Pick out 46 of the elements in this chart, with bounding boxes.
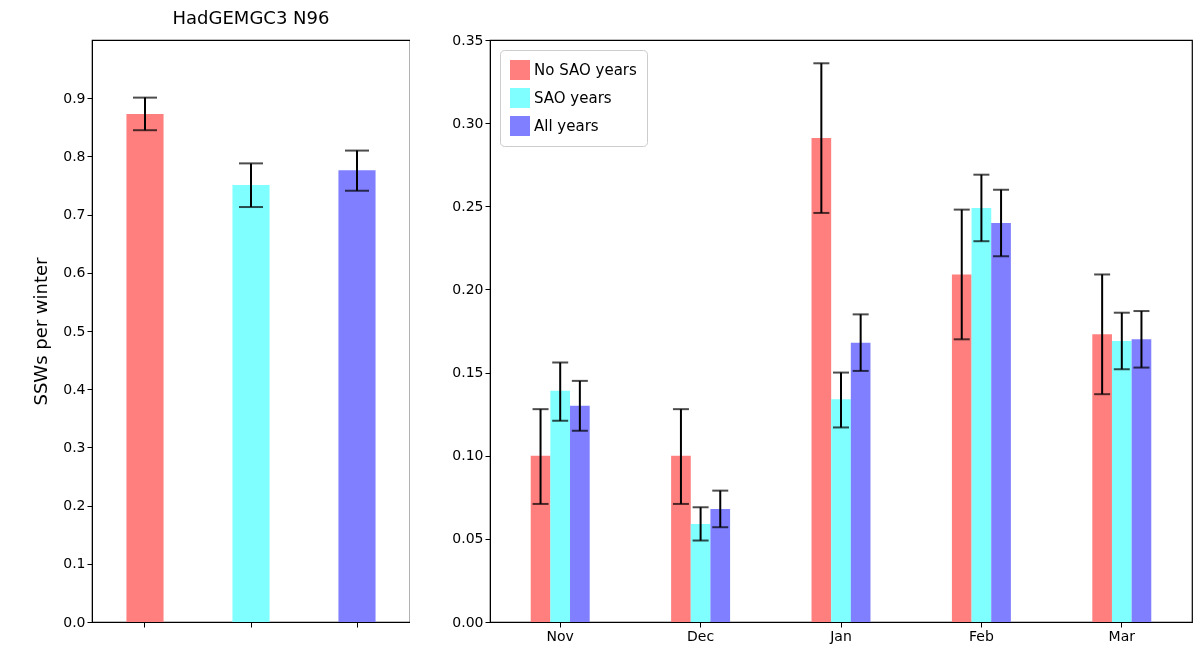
bar xyxy=(850,342,871,622)
bar xyxy=(671,455,691,622)
bar xyxy=(710,508,731,622)
bar xyxy=(126,113,164,622)
y-tick-label: 0.4 xyxy=(63,380,86,397)
y-tick-label: 0.1 xyxy=(63,555,86,572)
x-tick-label: Feb xyxy=(969,627,994,644)
bar xyxy=(951,274,972,622)
bar xyxy=(690,523,711,622)
x-tick-label: Nov xyxy=(546,627,574,644)
y-tick-label: 0.2 xyxy=(63,497,86,514)
bar xyxy=(811,138,832,622)
y-tick-label: 0.9 xyxy=(63,89,86,106)
bar xyxy=(338,170,376,622)
legend-label: No SAO years xyxy=(534,61,637,79)
bar xyxy=(232,184,270,622)
bar xyxy=(1131,339,1152,622)
legend-label: All years xyxy=(534,117,599,135)
bar xyxy=(550,390,571,622)
y-tick-label: 0.30 xyxy=(452,114,484,131)
y-tick-label: 0.20 xyxy=(452,280,484,297)
y-tick-label: 0.5 xyxy=(63,322,86,339)
bar xyxy=(530,455,551,622)
y-tick-label: 0.6 xyxy=(63,264,86,281)
y-tick-label: 0.3 xyxy=(63,438,86,455)
y-tick-label: 0.10 xyxy=(452,447,484,464)
y-tick-label: 0.8 xyxy=(63,147,86,164)
y-tick-label: 0.00 xyxy=(452,613,484,630)
bar xyxy=(1111,340,1132,622)
legend-label: SAO years xyxy=(534,89,612,107)
x-tick-label: Mar xyxy=(1108,627,1136,644)
bar xyxy=(1092,334,1112,622)
bar xyxy=(831,399,851,622)
y-axis-title: SSWs per winter xyxy=(30,256,52,406)
y-tick-label: 0.25 xyxy=(452,197,484,214)
bar xyxy=(991,222,1011,622)
x-tick-label: Dec xyxy=(687,627,715,644)
y-tick-label: 0.35 xyxy=(452,31,484,48)
x-tick-label: Jan xyxy=(829,627,852,644)
y-tick-label: 0.05 xyxy=(452,530,484,547)
chart-title: HadGEMGC3 N96 xyxy=(172,7,330,28)
bar xyxy=(570,405,590,622)
y-tick-label: 0.7 xyxy=(63,206,86,223)
y-tick-label: 0.0 xyxy=(63,613,86,630)
y-tick-label: 0.15 xyxy=(452,364,484,381)
bar xyxy=(971,207,992,622)
